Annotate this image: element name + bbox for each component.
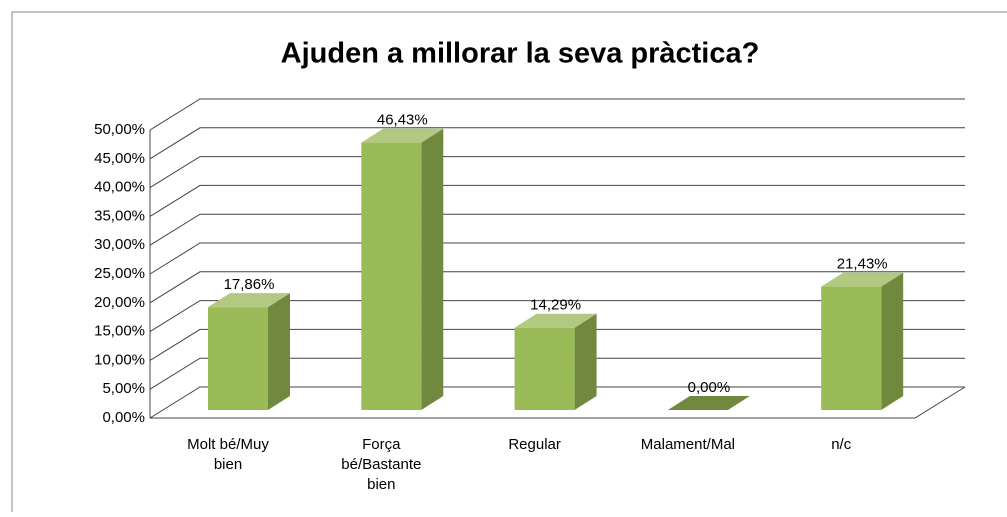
y-tick-label: 25,00%: [94, 265, 145, 282]
grid-line: [149, 213, 965, 246]
grid-line: [149, 156, 965, 189]
bar: [208, 307, 268, 410]
bar-side: [268, 293, 290, 410]
bar-side: [574, 313, 597, 410]
grid-line: [149, 386, 965, 419]
value-label: 0,00%: [688, 379, 731, 396]
value-label: 17,86%: [224, 276, 275, 293]
bar: [821, 286, 882, 410]
y-tick-label: 20,00%: [94, 294, 145, 311]
y-tick-label: 30,00%: [94, 236, 145, 253]
y-tick-label: 35,00%: [94, 207, 145, 224]
value-label: 21,43%: [837, 256, 888, 273]
x-tick-label: n/c: [831, 436, 852, 453]
value-label: 14,29%: [530, 297, 581, 314]
x-tick-label: Regular: [508, 436, 561, 453]
grid-line: [149, 271, 965, 304]
y-tick-label: 40,00%: [94, 179, 145, 196]
bar-top: [667, 396, 750, 410]
grid-line: [149, 242, 965, 275]
chart-frame: [11, 11, 1007, 517]
y-tick-label: 15,00%: [94, 323, 145, 340]
y-tick-label: 10,00%: [94, 351, 145, 368]
bar-top: [821, 272, 904, 287]
bar-top: [208, 293, 290, 308]
value-label: 46,43%: [377, 112, 428, 129]
bar: [361, 142, 422, 410]
grid-line: [149, 127, 965, 160]
floor-edge: [150, 386, 966, 419]
y-tick-label: 45,00%: [94, 150, 145, 167]
grid-line: [149, 328, 965, 361]
x-tick-label: Molt bé/Muy bien: [187, 436, 269, 473]
y-tick-label: 50,00%: [94, 121, 145, 138]
bar-side: [421, 128, 444, 410]
grid-line: [149, 98, 965, 131]
x-tick-label: Força bé/Bastante bien: [341, 436, 421, 493]
grid-line: [149, 184, 965, 217]
y-tick-label: 0,00%: [102, 409, 145, 426]
bar-side: [881, 272, 904, 410]
grid-line: [149, 300, 965, 333]
x-tick-label: Malament/Mal: [641, 436, 735, 453]
bar: [514, 327, 575, 410]
bar-top: [361, 128, 444, 143]
grid-line: [149, 357, 965, 390]
chart-title: Ajuden a millorar la seva pràctica?: [281, 38, 760, 70]
y-tick-label: 5,00%: [102, 380, 145, 397]
bar-top: [514, 313, 597, 328]
